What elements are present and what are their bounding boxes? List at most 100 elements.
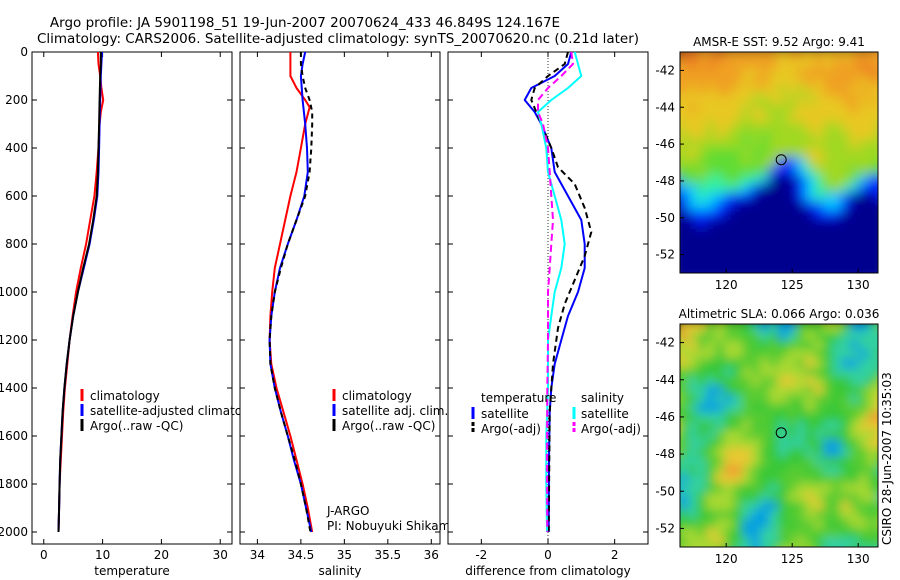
map-cell <box>706 349 717 361</box>
map-cell <box>769 474 780 486</box>
map-cell <box>877 546 878 547</box>
x-tick-label: 36 <box>424 548 439 562</box>
map-panels: AMSR-E SST: 9.52 Argo: 9.41 120 125 130 -42 -… <box>655 35 879 566</box>
map-cell <box>841 148 852 160</box>
map-cell <box>760 95 771 107</box>
map-cell <box>742 192 753 204</box>
map-cell <box>850 438 861 450</box>
map-cell <box>769 519 780 531</box>
map-cell <box>742 412 753 424</box>
map-cell <box>680 157 690 168</box>
map-cell <box>778 349 789 361</box>
map-cell <box>769 349 780 361</box>
map-cell <box>733 95 744 107</box>
map-cell <box>823 376 834 388</box>
map-cell <box>706 324 717 334</box>
map-cell <box>877 324 878 334</box>
map-cell <box>742 385 753 397</box>
map-cell <box>706 385 717 397</box>
map-cell <box>832 492 843 504</box>
map-cell <box>715 492 726 504</box>
map-cell <box>680 104 690 115</box>
map-cell <box>680 112 690 124</box>
map-cell <box>733 412 744 424</box>
map-cell <box>715 519 726 531</box>
map-cell <box>733 501 744 513</box>
map-cell <box>688 546 699 547</box>
map-cell <box>850 421 861 433</box>
map-cell <box>697 324 708 334</box>
map-cell <box>805 421 816 433</box>
map-cell <box>832 272 843 273</box>
map-cell <box>787 59 798 71</box>
map-cell <box>688 519 699 531</box>
map-cell <box>688 254 699 266</box>
map-cell <box>805 130 816 142</box>
map-cell <box>796 331 807 343</box>
map-cell <box>724 412 735 424</box>
map-cell <box>706 174 717 186</box>
map-cell <box>733 218 744 230</box>
map-cell <box>841 474 852 486</box>
map-cell <box>832 263 843 273</box>
map-cell <box>688 492 699 504</box>
map-cell <box>742 210 753 221</box>
map-cell <box>733 438 744 450</box>
map-cell <box>769 456 780 468</box>
map-cell <box>733 358 744 370</box>
legend-label: satellite-adjusted climatolog <box>90 404 260 418</box>
map-cell <box>796 227 807 239</box>
map-cell <box>769 95 780 107</box>
map-cell <box>850 324 861 334</box>
map-cell <box>724 483 735 495</box>
map-cell <box>697 183 708 195</box>
map-cell <box>778 165 789 177</box>
map-cell <box>787 104 798 115</box>
legend-label: satellite <box>581 407 629 421</box>
map-cell <box>697 403 708 415</box>
map-cell <box>733 340 744 352</box>
map-cell <box>733 537 744 547</box>
map-cell <box>688 148 699 160</box>
y-tick-label: 0 <box>20 45 28 59</box>
map-cell <box>877 52 878 53</box>
map-cell <box>814 340 825 352</box>
map-cell <box>832 139 843 151</box>
map-cell <box>697 483 708 495</box>
map-cell <box>715 403 726 415</box>
map-cell <box>805 227 816 239</box>
map-cell <box>850 403 861 415</box>
map-cell <box>760 537 771 547</box>
map-cell <box>688 412 699 424</box>
series-line-sal-argo <box>537 51 574 533</box>
map-cell <box>697 456 708 468</box>
map-cell <box>823 130 834 142</box>
map-cell <box>850 227 861 239</box>
map-cell <box>760 263 771 273</box>
map-cell <box>850 52 861 62</box>
map-cell <box>787 501 798 513</box>
map-cell <box>868 465 878 477</box>
map-cell <box>769 421 780 433</box>
map-cell <box>796 421 807 433</box>
y-tick-label: 1000 <box>0 285 28 299</box>
map-cell <box>823 77 834 89</box>
map-cell <box>877 201 878 213</box>
map-cell <box>697 528 708 540</box>
map-cell <box>697 174 708 186</box>
map-cell <box>868 104 878 115</box>
map-cell <box>859 474 870 486</box>
map-cell <box>850 192 861 204</box>
map-cell <box>805 139 816 151</box>
map-cell <box>680 324 690 334</box>
map-cell <box>796 112 807 124</box>
map-cell <box>787 324 798 334</box>
map-cell <box>832 528 843 540</box>
map-cell <box>715 201 726 213</box>
map-cell <box>814 456 825 468</box>
map-cell <box>751 340 762 352</box>
map-cell <box>706 86 717 98</box>
map-cell <box>680 263 681 273</box>
map-cell <box>796 95 807 107</box>
map-cell <box>733 385 744 397</box>
